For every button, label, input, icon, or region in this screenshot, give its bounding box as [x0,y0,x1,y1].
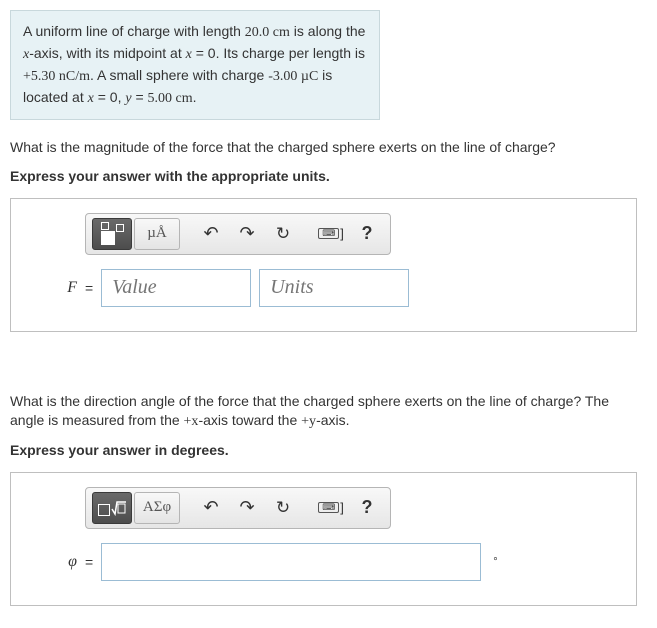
redo-icon: ↷ [239,223,254,244]
text: -3.00 µC [268,69,318,84]
undo-button[interactable]: ↶ [194,493,228,523]
reset-icon: ↻ [276,498,290,518]
question-2-text: What is the direction angle of the force… [10,392,647,432]
text: +y [301,414,316,429]
undo-icon: ↶ [203,497,218,518]
answer-panel-1: µÅ ↶ ↷ ↻ ⌨] ? F = [10,198,637,332]
reset-button[interactable]: ↻ [266,493,300,523]
symbols-picker-button[interactable]: ΑΣφ [134,492,180,524]
reset-icon: ↻ [276,224,290,244]
text: is along the [290,23,366,39]
text: +x [184,414,199,429]
keyboard-button[interactable]: ⌨] [314,493,348,523]
text: -axis, with its midpoint at [29,45,185,61]
text: . [193,89,197,105]
undo-button[interactable]: ↶ [194,219,228,249]
degree-unit: ° [493,556,497,568]
equals-sign: = [85,280,93,296]
templates-button[interactable] [92,492,132,524]
text: = 0, [94,89,126,105]
text: 20.0 cm [245,25,290,40]
question-1-text: What is the magnitude of the force that … [10,138,647,158]
help-icon: ? [362,497,373,518]
keyboard-icon: ⌨] [318,227,344,240]
redo-icon: ↷ [239,497,254,518]
text: -axis. [316,412,349,428]
text: -axis toward the [198,412,301,428]
sqrt-template-icon [98,500,127,516]
question-2-instruction: Express your answer in degrees. [10,442,647,458]
toolbar-2: ΑΣφ ↶ ↷ ↻ ⌨] ? [85,487,391,529]
help-button[interactable]: ? [350,493,384,523]
text: 5.00 cm [148,91,193,106]
keyboard-button[interactable]: ⌨] [314,219,348,249]
templates-icon [101,222,124,245]
keyboard-icon: ⌨] [318,501,344,514]
help-icon: ? [362,223,373,244]
units-input[interactable] [259,269,409,307]
redo-button[interactable]: ↷ [230,219,264,249]
help-button[interactable]: ? [350,219,384,249]
text: = [132,89,148,105]
text: +5.30 nC/m [23,69,90,84]
units-picker-button[interactable]: µÅ [134,218,180,250]
variable-label-f: F [47,279,77,297]
equals-sign: = [85,554,93,570]
text: A uniform line of charge with length [23,23,245,39]
angle-input[interactable] [101,543,481,581]
undo-icon: ↶ [203,223,218,244]
reset-button[interactable]: ↻ [266,219,300,249]
text: . A small sphere with charge [90,67,268,83]
text: = 0. Its charge per length is [192,45,365,61]
templates-button[interactable] [92,218,132,250]
toolbar-1: µÅ ↶ ↷ ↻ ⌨] ? [85,213,391,255]
answer-row-1: F = [47,269,618,307]
value-input[interactable] [101,269,251,307]
question-1-instruction: Express your answer with the appropriate… [10,168,647,184]
variable-label-phi: φ [47,553,77,571]
answer-panel-2: ΑΣφ ↶ ↷ ↻ ⌨] ? φ = ° [10,472,637,606]
redo-button[interactable]: ↷ [230,493,264,523]
problem-statement: A uniform line of charge with length 20.… [10,10,380,120]
answer-row-2: φ = ° [47,543,618,581]
